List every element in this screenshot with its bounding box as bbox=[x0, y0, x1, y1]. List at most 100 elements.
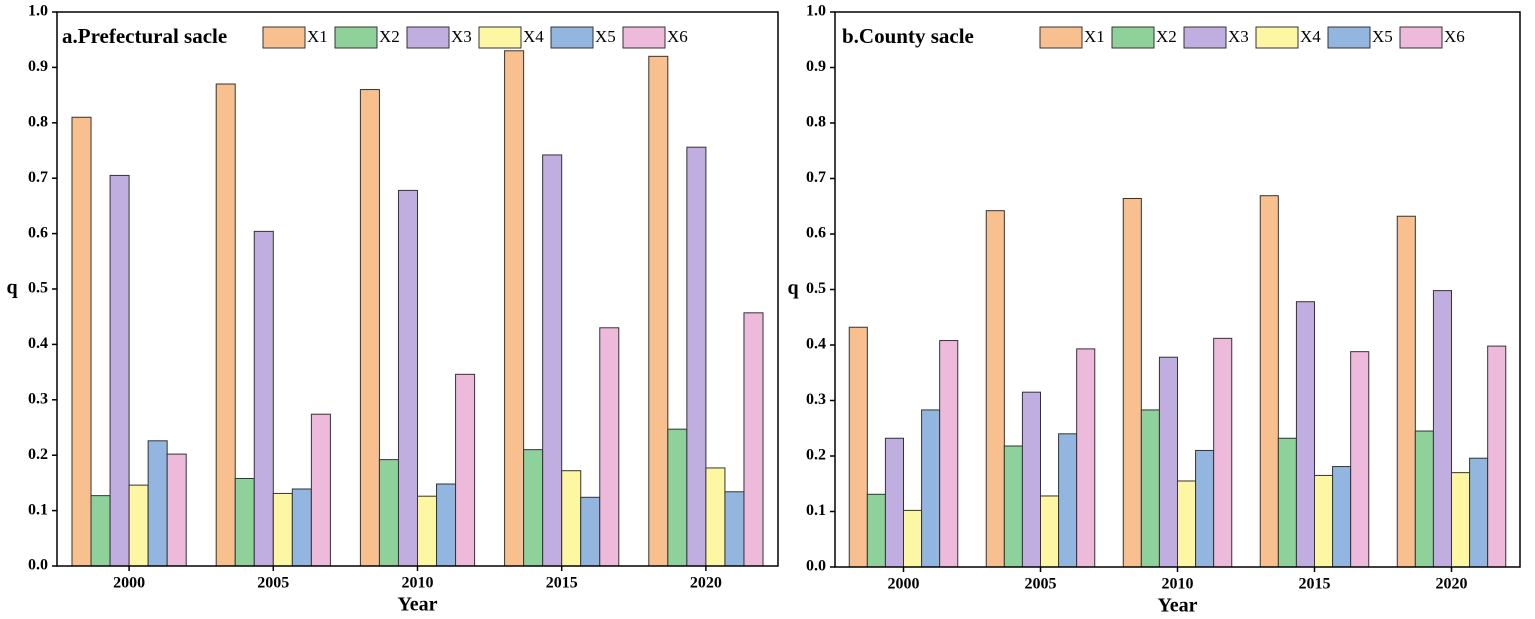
legend-swatch bbox=[1255, 26, 1299, 49]
bar bbox=[1332, 466, 1352, 568]
y-tick-label: 1.0 bbox=[28, 3, 48, 20]
bar bbox=[667, 428, 688, 567]
y-tick-label: 0.9 bbox=[806, 58, 826, 75]
y-tick-label: 0.4 bbox=[806, 336, 826, 353]
legend-swatch bbox=[1183, 26, 1227, 49]
y-tick-label: 0.2 bbox=[806, 447, 826, 464]
legend-swatch bbox=[550, 26, 594, 49]
legend-swatch bbox=[1111, 26, 1155, 49]
bar bbox=[215, 83, 236, 567]
bar bbox=[1122, 197, 1142, 568]
legend-swatch bbox=[1039, 26, 1083, 49]
bar bbox=[291, 488, 312, 567]
bar bbox=[542, 154, 563, 567]
y-tick-label: 0.3 bbox=[28, 390, 48, 407]
y-tick-label: 0.2 bbox=[28, 446, 48, 463]
bar bbox=[90, 495, 111, 567]
plot-frame bbox=[56, 11, 779, 567]
bar bbox=[1396, 215, 1416, 568]
bar bbox=[310, 413, 331, 567]
x-tick-label: 2020 bbox=[1436, 576, 1468, 593]
legend-swatch bbox=[1327, 26, 1371, 49]
legend-label: X2 bbox=[379, 27, 400, 46]
bar bbox=[743, 312, 764, 567]
x-tick-label: 2005 bbox=[257, 575, 289, 592]
bar bbox=[848, 326, 868, 568]
legend-label: X3 bbox=[1228, 27, 1249, 46]
bar bbox=[939, 340, 959, 568]
bar bbox=[523, 449, 544, 567]
legend-label: X6 bbox=[1444, 27, 1465, 46]
bar bbox=[884, 437, 905, 568]
legend-label: X1 bbox=[307, 27, 328, 46]
bar bbox=[1414, 430, 1434, 568]
bar bbox=[1487, 345, 1507, 568]
x-tick-label: 2000 bbox=[888, 576, 920, 593]
y-tick-label: 0.5 bbox=[28, 280, 48, 297]
y-tick-label: 0.7 bbox=[28, 169, 48, 186]
y-tick-label: 0.1 bbox=[806, 502, 826, 519]
bar bbox=[724, 491, 745, 567]
legend-swatch bbox=[478, 26, 522, 49]
bar bbox=[147, 440, 168, 567]
chart-title: a.Prefectural sacle bbox=[62, 24, 227, 48]
legend-label: X5 bbox=[595, 27, 616, 46]
bar bbox=[648, 55, 669, 567]
x-tick-label: 2015 bbox=[546, 575, 578, 592]
bar bbox=[436, 483, 457, 567]
bar bbox=[1469, 457, 1489, 568]
legend-swatch bbox=[334, 26, 378, 49]
chart-title: b.County sacle bbox=[842, 24, 974, 48]
legend-label: X2 bbox=[1156, 27, 1177, 46]
legend-swatch bbox=[262, 26, 306, 49]
plot-frame bbox=[834, 11, 1521, 568]
x-axis-title: Year bbox=[398, 594, 438, 616]
bar bbox=[1140, 409, 1160, 568]
bar bbox=[1003, 445, 1023, 568]
bar bbox=[128, 484, 149, 567]
bar bbox=[378, 459, 399, 567]
x-axis-title: Year bbox=[1158, 595, 1198, 617]
bar bbox=[686, 146, 707, 567]
bar bbox=[71, 116, 92, 567]
y-tick-label: 0.4 bbox=[28, 335, 48, 352]
x-tick-label: 2020 bbox=[690, 575, 722, 592]
y-axis-title: q bbox=[6, 277, 17, 299]
bar bbox=[109, 174, 130, 567]
bar bbox=[1058, 433, 1078, 568]
y-tick-label: 0.9 bbox=[28, 58, 48, 75]
bar bbox=[1021, 391, 1042, 568]
y-tick-label: 0.5 bbox=[806, 280, 826, 297]
y-tick-label: 0.0 bbox=[28, 557, 48, 574]
bar bbox=[1195, 449, 1215, 568]
bar bbox=[1451, 472, 1471, 568]
y-tick-label: 0.1 bbox=[28, 501, 48, 518]
y-tick-label: 0.7 bbox=[806, 169, 826, 186]
bar bbox=[455, 373, 476, 567]
bar bbox=[1076, 348, 1096, 568]
legend-swatch bbox=[1399, 26, 1443, 49]
x-tick-label: 2015 bbox=[1299, 576, 1331, 593]
bar bbox=[1177, 480, 1197, 568]
x-tick-label: 2000 bbox=[113, 575, 145, 592]
y-tick-label: 1.0 bbox=[806, 3, 826, 20]
y-tick-label: 0.8 bbox=[806, 114, 826, 131]
bar bbox=[1350, 351, 1370, 568]
bar bbox=[1259, 195, 1279, 568]
x-tick-label: 2005 bbox=[1025, 576, 1057, 593]
y-axis-title: q bbox=[787, 277, 798, 299]
bar bbox=[1213, 337, 1233, 568]
bar bbox=[397, 189, 419, 567]
bar bbox=[903, 509, 923, 568]
bar bbox=[504, 50, 525, 567]
legend-label: X5 bbox=[1372, 27, 1393, 46]
legend-swatch bbox=[622, 26, 666, 49]
bar bbox=[1314, 474, 1334, 568]
bar bbox=[580, 496, 601, 567]
legend-swatch bbox=[406, 26, 450, 49]
legend-label: X4 bbox=[1300, 27, 1321, 46]
bar bbox=[272, 492, 293, 567]
bar bbox=[921, 409, 941, 568]
bar bbox=[234, 477, 255, 567]
x-tick-label: 2010 bbox=[1162, 576, 1194, 593]
